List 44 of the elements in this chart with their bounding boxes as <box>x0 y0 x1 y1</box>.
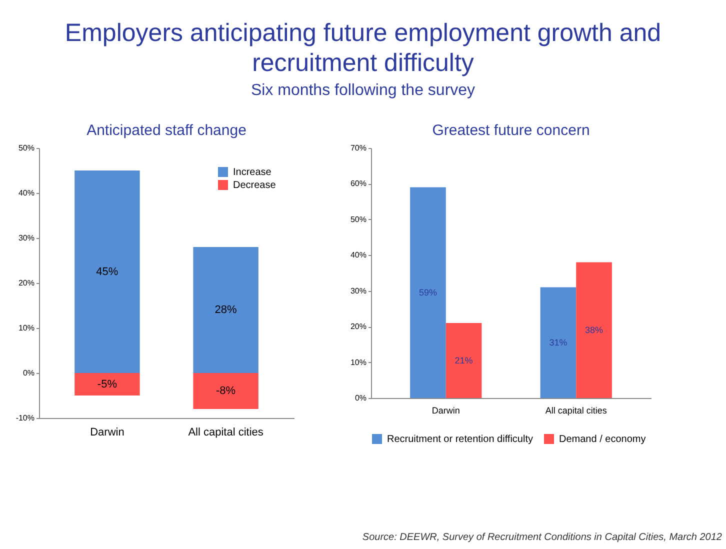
data-label: 45% <box>96 266 118 278</box>
y-tick-label: 40% <box>350 250 366 260</box>
y-tick-label: -10% <box>16 414 34 422</box>
y-tick-label: 20% <box>18 278 34 288</box>
chart-title: Anticipated staff change <box>86 122 246 139</box>
y-tick-label: 0% <box>22 368 34 378</box>
bar <box>74 170 140 373</box>
y-tick-label: 60% <box>350 179 366 188</box>
legend-label: Demand / economy <box>559 434 646 445</box>
legend-label: Decrease <box>233 180 276 191</box>
x-tick-label: Darwin <box>90 426 124 438</box>
data-label: 31% <box>549 338 568 348</box>
x-tick-label: All capital cities <box>545 406 608 416</box>
y-tick-label: 70% <box>350 144 366 152</box>
y-tick-label: 0% <box>354 394 366 402</box>
y-tick-label: 10% <box>350 358 366 367</box>
bar <box>193 247 258 373</box>
text: Employers anticipating future employment growth and recruitment difficulty <box>64 18 662 78</box>
x-tick-label: Darwin <box>432 406 460 416</box>
legend-label: Increase <box>233 167 272 178</box>
chart-title: Greatest future concern <box>432 122 590 139</box>
y-tick-label: 30% <box>350 286 366 296</box>
data-label: 38% <box>585 325 604 336</box>
data-label: -5% <box>97 378 118 390</box>
legend-label: Recruitment or retention difficulty <box>387 434 533 445</box>
y-tick-label: 40% <box>18 188 34 198</box>
y-tick-label: 30% <box>18 234 34 242</box>
bar <box>446 323 482 398</box>
x-tick-label: All capital cities <box>188 426 264 438</box>
data-label: 21% <box>454 356 473 366</box>
y-tick-label: 10% <box>18 324 34 332</box>
data-label: 28% <box>214 304 238 316</box>
bar <box>540 287 576 398</box>
text: Six months following the survey <box>250 82 476 100</box>
y-tick-label: 50% <box>350 214 366 224</box>
bar <box>576 262 612 398</box>
source-note: Source: DEEWR, Survey of Recruitment Conditions in Capital Cities, March 2012 <box>362 532 722 543</box>
y-tick-label: 50% <box>18 144 34 152</box>
bar <box>74 373 140 396</box>
bar <box>410 187 446 398</box>
data-label: -8% <box>216 385 236 397</box>
data-label: 59% <box>418 288 437 298</box>
y-tick-label: 20% <box>350 322 366 332</box>
bar <box>193 373 258 409</box>
